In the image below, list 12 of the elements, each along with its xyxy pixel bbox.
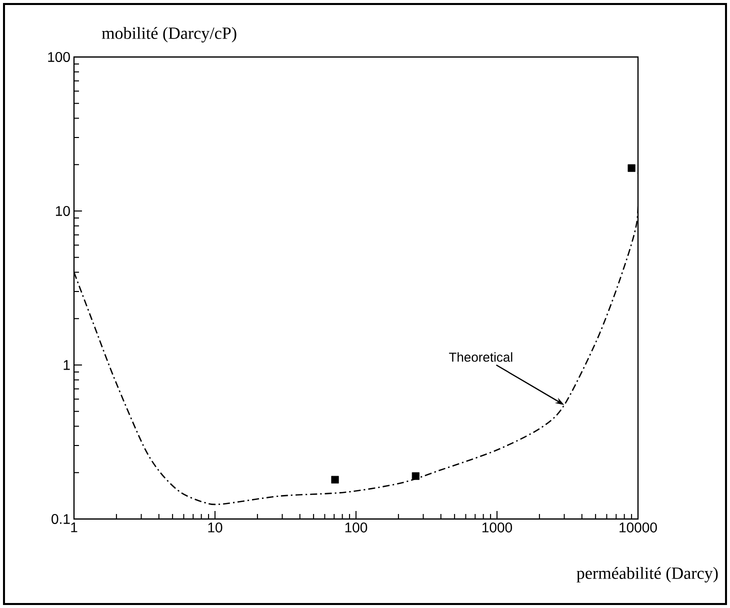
x-tick-label: 100 bbox=[345, 522, 368, 532]
x-axis-title: perméabilité (Darcy) bbox=[576, 566, 718, 582]
x-tick-label: 1 bbox=[71, 522, 78, 532]
y-axis-title: mobilité (Darcy/cP) bbox=[102, 26, 236, 42]
y-tick-label: 10 bbox=[56, 206, 70, 216]
x-tick-label: 10 bbox=[208, 522, 222, 532]
x-tick-label: 1000 bbox=[482, 522, 512, 532]
y-tick-label: 100 bbox=[48, 52, 70, 62]
y-tick-label: 0.1 bbox=[52, 514, 70, 524]
y-tick-label: 1 bbox=[64, 360, 70, 370]
x-tick-label: 10000 bbox=[620, 522, 657, 532]
annotation: Theoretical bbox=[449, 352, 512, 362]
